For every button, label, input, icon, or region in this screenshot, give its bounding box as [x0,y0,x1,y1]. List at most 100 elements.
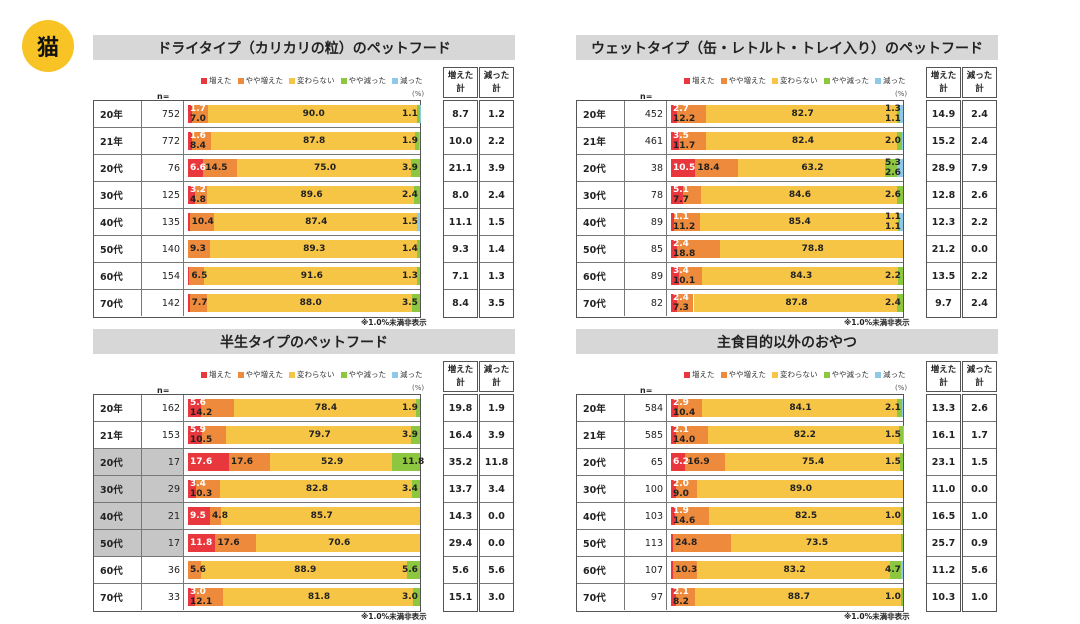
bar-segment-increased [188,507,211,525]
bar-segment-slightly-increased [191,132,212,150]
stacked-bar: 10.4 87.4 1.5 [188,213,420,231]
bar-segment-slightly-decreased [392,453,420,471]
row-n: 153 [142,422,184,448]
cat-category-badge: 猫 [22,20,74,72]
chart-table: 20年 584 2.9 10.4 84.1 2.1 21年 585 2.1 14.0 82.2 1.5… [576,394,904,612]
down-total-cell: 0.0 [963,236,996,263]
table-row: 40代 103 1.9 14.6 82.5 1.0 [577,503,903,530]
table-row: 60代 107 10.3 83.2 4.7 [577,557,903,584]
stacked-bar: 17.6 17.6 52.9 11.8 [188,453,424,471]
data-label-unchanged: 87.4 [305,217,328,227]
bar-segment-decreased [900,213,903,231]
bar-segment-unchanged [696,561,890,579]
row-n: 100 [625,476,667,502]
data-label-slightly-decreased: 1.9 [402,403,418,413]
row-n: 65 [625,449,667,475]
up-total-column: 19.8 16.4 35.2 13.7 14.3 29.4 5.6 15.1 [443,394,478,612]
data-label-unchanged: 75.0 [313,163,337,173]
data-label-increased: 6.6 [190,163,206,173]
data-label-increased: 3.5 [673,131,689,141]
bar-segment-slightly-increased [189,294,208,312]
bar-segment-unchanged [211,132,415,150]
bar-segment-slightly-increased [673,213,700,231]
up-total-column: 8.7 10.0 21.1 8.0 11.1 9.3 7.1 8.4 [443,100,478,318]
legend-swatch [289,78,295,84]
bar-segment-slightly-increased [695,159,739,177]
table-row: 20年 584 2.9 10.4 84.1 2.1 [577,395,903,422]
bar-segment-slightly-increased [200,399,234,417]
bar-segment-slightly-increased [677,399,702,417]
data-label-slightly-increased: 5.6 [190,565,206,575]
down-total-cell: 1.5 [963,449,996,476]
up-total-cell: 13.5 [927,263,960,290]
header-up-total: 増えた計 [926,361,961,392]
down-total-cell: 3.0 [488,592,505,603]
panel-title: 半生タイプのペットフード [93,329,515,354]
bar-segment-unchanged [694,588,901,606]
down-total-cell: 2.2 [963,209,996,236]
footnote: ※1.0%未満非表示 [844,318,910,327]
data-label-decreased: 1.1 [885,114,901,124]
data-label-increased: 5.1 [673,185,689,195]
data-label-unchanged: 82.8 [305,484,329,494]
row-n: 38 [625,155,667,181]
data-label-unchanged: 73.5 [805,538,829,548]
down-total-cell: 2.2 [480,128,513,155]
bar-segment-slightly-increased [189,213,214,231]
legend-item-unchanged: 変わらない [289,76,335,85]
table-row: 40代 89 1.1 11.2 85.4 1.1 1.1 [577,209,903,236]
stacked-bar: 2.4 7.3 87.8 2.4 [671,294,903,313]
legend-item-slightly-increased: やや増えた [237,76,283,85]
data-label-increased: 3.4 [673,266,689,276]
data-label-unchanged: 78.8 [801,244,824,254]
row-label: 20代 [94,155,142,181]
bar-segment-increased [188,426,202,444]
data-label-slightly-decreased: 1.0 [885,592,901,602]
data-label-unchanged: 88.0 [299,298,322,308]
bar-segment-increased [188,294,190,312]
row-label: 50代 [577,236,625,262]
row-label: 40代 [94,503,142,529]
data-label-slightly-increased: 14.5 [205,163,228,173]
data-label-increased: 11.8 [190,538,213,548]
bar-segment-increased [671,213,674,231]
row-n: 584 [625,395,667,421]
table-row: 70代 97 2.1 8.2 88.7 1.0 [577,584,903,611]
table-row: 20代 38 10.5 18.4 63.2 5.3 2.6 [577,155,903,182]
row-label: 20年 [94,101,142,127]
bar-segment-slightly-increased [673,534,731,552]
table-row: 20年 162 5.6 14.2 78.4 1.9 [94,395,421,422]
down-total-cell: 11.8 [480,449,513,476]
legend-item-decreased: 減った [875,370,906,379]
table-row: 20代 17 17.6 17.6 52.9 11.8 [94,449,424,476]
legend-item-increased: 増えた [684,76,715,85]
bar-segment-slightly-decreased [411,294,420,312]
row-label: 50代 [94,530,142,556]
row-label: 60代 [94,557,142,583]
bar-segment-slightly-decreased [416,267,420,285]
bar-segment-increased [188,480,196,498]
data-label-slightly-increased: 7.3 [673,303,689,313]
legend-item-increased: 増えた [201,370,232,379]
bar-segment-slightly-increased [191,105,209,123]
bar-segment-unchanged [701,399,897,417]
stacked-bar: 6.2 16.9 75.4 1.5 [671,453,903,471]
row-n: 103 [625,503,667,529]
data-label-unchanged: 82.7 [791,109,814,119]
bar-segment-decreased [896,159,903,177]
data-label-increased: 3.4 [190,479,206,489]
up-total-cell: 9.7 [935,298,952,309]
up-total-cell: 15.2 [927,128,960,155]
bar-segment-unchanged [236,159,411,177]
bar-segment-slightly-decreased [900,588,903,606]
data-label-slightly-decreased: 5.6 [402,565,418,575]
legend-swatch [823,78,830,84]
bar-segment-slightly-decreased [410,159,420,177]
down-total-cell: 0.0 [480,530,513,557]
up-total-cell: 11.0 [927,476,960,503]
bar-segment-unchanged [233,399,416,417]
down-total-cell: 1.7 [963,422,996,449]
row-n: 113 [625,530,667,556]
data-label-slightly-decreased: 3.4 [402,484,418,494]
bar-segment-unchanged [696,480,903,498]
